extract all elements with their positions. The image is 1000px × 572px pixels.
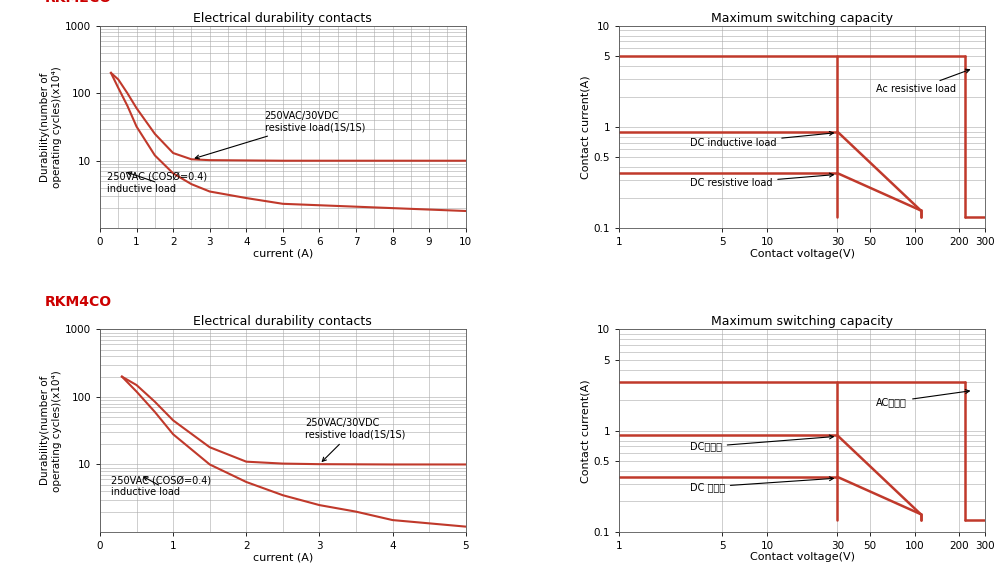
X-axis label: current (A): current (A) — [253, 553, 313, 562]
Text: AC电阻性: AC电阻性 — [876, 390, 969, 407]
Title: Electrical durability contacts: Electrical durability contacts — [193, 11, 372, 25]
X-axis label: current (A): current (A) — [253, 249, 313, 259]
Text: 250VAC (COSØ=0.4)
inductive load: 250VAC (COSØ=0.4) inductive load — [107, 172, 207, 193]
Text: RKM4CO: RKM4CO — [45, 295, 112, 309]
Title: Maximum switching capacity: Maximum switching capacity — [711, 11, 893, 25]
X-axis label: Contact voltage(V): Contact voltage(V) — [750, 249, 855, 259]
Y-axis label: Contact current(A): Contact current(A) — [581, 75, 591, 179]
Text: DC resistive load: DC resistive load — [690, 173, 833, 188]
Text: 250VAC/30VDC
resistive load(1S/1S): 250VAC/30VDC resistive load(1S/1S) — [195, 111, 365, 159]
Y-axis label: Durability(number of
operating cycles)(x10⁴): Durability(number of operating cycles)(x… — [40, 370, 62, 491]
Y-axis label: Durability(number of
operating cycles)(x10⁴): Durability(number of operating cycles)(x… — [40, 66, 62, 188]
Text: DC inductive load: DC inductive load — [690, 132, 833, 148]
Text: Ac resistive load: Ac resistive load — [876, 69, 970, 94]
Text: DC 电阻性: DC 电阻性 — [690, 476, 833, 492]
Text: RKM2CO: RKM2CO — [45, 0, 112, 6]
Title: Electrical durability contacts: Electrical durability contacts — [193, 315, 372, 328]
X-axis label: Contact voltage(V): Contact voltage(V) — [750, 553, 855, 562]
Y-axis label: Contact current(A): Contact current(A) — [581, 379, 591, 483]
Text: DC电感性: DC电感性 — [690, 435, 833, 452]
Text: 250VAC (COSØ=0.4)
inductive load: 250VAC (COSØ=0.4) inductive load — [111, 476, 211, 497]
Text: 250VAC/30VDC
resistive load(1S/1S): 250VAC/30VDC resistive load(1S/1S) — [305, 418, 405, 462]
Title: Maximum switching capacity: Maximum switching capacity — [711, 315, 893, 328]
